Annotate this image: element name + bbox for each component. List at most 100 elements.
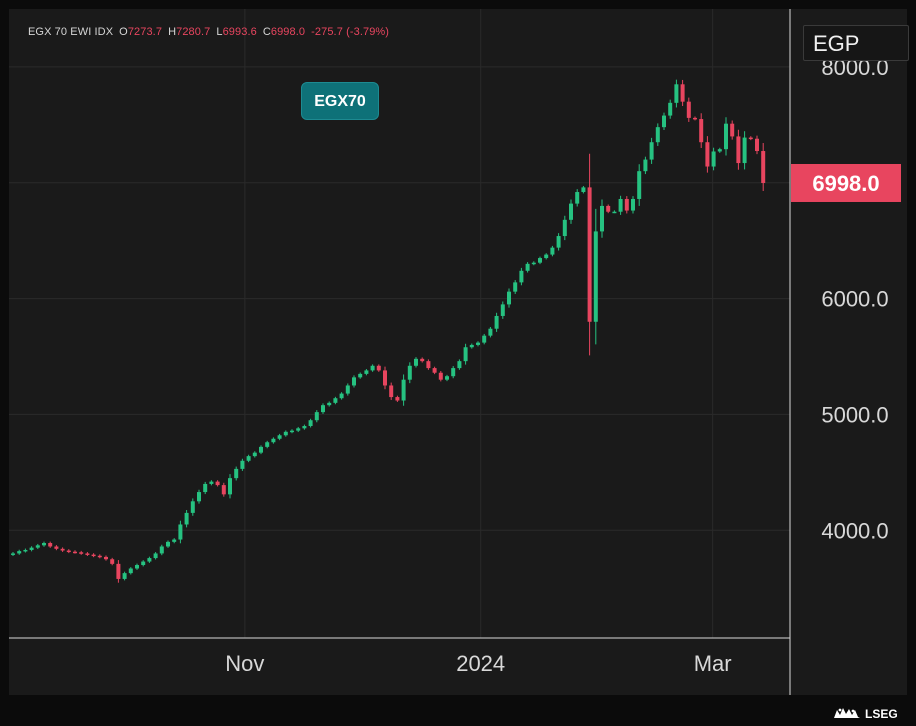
candle-body xyxy=(296,428,301,431)
candle-body xyxy=(141,561,146,566)
brand-logo: LSEG xyxy=(833,706,898,721)
candle-body xyxy=(562,219,567,237)
candle-body xyxy=(699,119,704,143)
y-tick-label: 5000.0 xyxy=(821,402,888,427)
candle-body xyxy=(686,101,691,118)
candle-body xyxy=(624,198,629,211)
candle-body xyxy=(476,342,480,345)
y-tick-label: 4000.0 xyxy=(821,518,888,543)
candle-body xyxy=(358,373,363,378)
candle-body xyxy=(17,551,22,554)
candle-body xyxy=(73,551,77,554)
candle-body xyxy=(445,376,449,380)
candle-body xyxy=(724,123,728,150)
candle-body xyxy=(333,398,338,403)
candle-body xyxy=(655,127,660,143)
candle-body xyxy=(159,546,164,554)
candle-body xyxy=(662,115,666,128)
candle-body xyxy=(290,430,294,433)
low-value: 6993.6 xyxy=(222,26,257,38)
candle-body xyxy=(327,402,332,406)
x-tick-label: Nov xyxy=(225,651,264,676)
candle-body xyxy=(748,137,753,140)
low-label: L xyxy=(216,26,223,38)
candle-body xyxy=(48,543,53,547)
candle-body xyxy=(66,550,71,553)
candle-body xyxy=(116,563,121,579)
candle-body xyxy=(259,446,263,453)
candle-body xyxy=(184,512,189,525)
candle-body xyxy=(153,553,158,559)
candle-body xyxy=(389,385,394,398)
open-value: 7273.7 xyxy=(127,26,163,38)
candle-body xyxy=(426,361,431,369)
candle-body xyxy=(643,159,648,172)
candle-body xyxy=(122,573,127,579)
candle-body xyxy=(178,524,183,540)
candle-body xyxy=(265,442,270,447)
candle-body xyxy=(494,315,499,329)
candle-body xyxy=(500,304,505,316)
candle-body xyxy=(54,546,59,549)
last-price-label: 6998.0 xyxy=(812,171,879,196)
candle-body xyxy=(432,368,437,373)
candle-body xyxy=(252,452,257,457)
candle-body xyxy=(513,282,518,292)
candle-body xyxy=(705,142,710,167)
candle-body xyxy=(203,483,208,493)
candle-body xyxy=(581,187,586,193)
candle-body xyxy=(79,552,84,554)
symbol-badge[interactable]: EGX70 xyxy=(301,82,379,120)
candle-body xyxy=(717,149,722,152)
chart-frame: 4000.05000.06000.07000.08000.0Nov2024Mar… xyxy=(9,9,909,695)
candle-body xyxy=(283,431,288,436)
candle-body xyxy=(190,501,195,513)
candle-body xyxy=(618,198,623,212)
candle-body xyxy=(35,545,40,548)
x-tick-label: Mar xyxy=(694,651,732,676)
candle-body xyxy=(228,478,232,495)
candle-body xyxy=(457,361,462,369)
candle-body xyxy=(600,205,604,232)
candle-body xyxy=(308,420,313,427)
candle-body xyxy=(271,438,276,443)
candle-body xyxy=(693,117,697,120)
candle-body xyxy=(556,236,561,248)
candle-body xyxy=(314,412,319,421)
candle-body xyxy=(321,405,325,413)
candle-body xyxy=(85,553,90,555)
ohlc-readout: EGX 70 EWI IDX O7273.7 H7280.7 L6993.6 C6998… xyxy=(28,26,389,38)
candle-body xyxy=(463,347,468,362)
candle-body xyxy=(302,426,307,429)
candle-body xyxy=(370,365,375,371)
candle-body xyxy=(11,553,15,555)
candle-body xyxy=(395,397,400,401)
candle-body xyxy=(525,263,530,271)
candle-body xyxy=(469,344,474,348)
candle-body xyxy=(507,291,511,305)
candle-body xyxy=(649,142,654,160)
candle-body xyxy=(606,205,611,212)
candle-body xyxy=(221,485,226,495)
candle-body xyxy=(612,211,617,214)
candle-body xyxy=(104,556,108,560)
candle-body xyxy=(544,254,549,259)
candle-body xyxy=(668,102,673,116)
candle-body xyxy=(383,370,387,386)
candle-body xyxy=(482,335,487,343)
candle-body xyxy=(575,192,580,204)
candle-body xyxy=(339,393,344,399)
instrument-name: EGX 70 EWI IDX xyxy=(28,26,114,38)
candle-body xyxy=(215,481,220,486)
candle-body xyxy=(420,358,425,362)
candle-body xyxy=(91,554,96,557)
currency-selector[interactable]: EGP xyxy=(803,25,909,61)
candle-body xyxy=(680,84,685,102)
change-value: -275.7 xyxy=(311,26,343,38)
candle-body xyxy=(414,358,418,366)
candle-body xyxy=(110,559,115,564)
lseg-emblem-icon xyxy=(834,708,860,718)
candle-body xyxy=(209,481,214,484)
high-value: 7280.7 xyxy=(176,26,211,38)
price-chart[interactable]: 4000.05000.06000.07000.08000.0Nov2024Mar… xyxy=(9,9,907,695)
